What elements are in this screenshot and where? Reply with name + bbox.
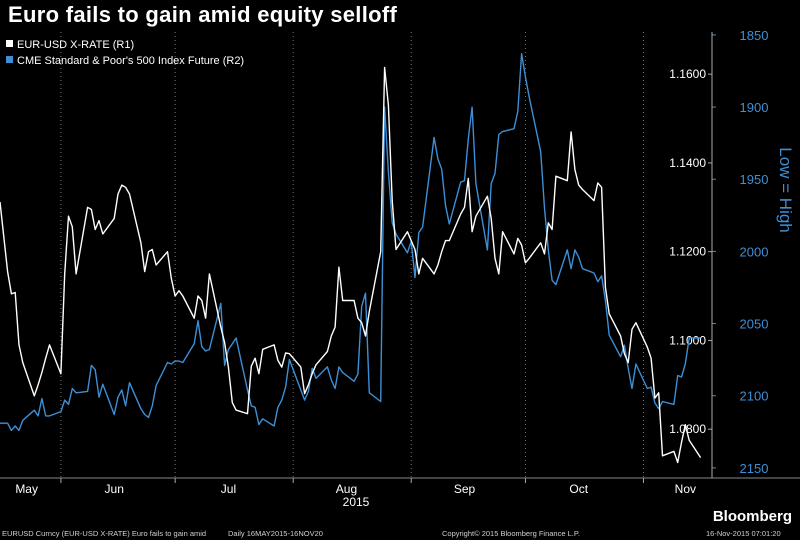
x-axis: May Jun Jul Aug Sep Oct Nov bbox=[15, 478, 696, 496]
legend-label-spx: CME Standard & Poor's 500 Index Future (… bbox=[17, 55, 244, 67]
legend-swatch-eurusd bbox=[6, 40, 13, 47]
footer-ticker: EURUSD Curncy (EUR-USD X-RATE) Euro fail… bbox=[2, 529, 207, 538]
bloomberg-logo: Bloomberg bbox=[712, 508, 792, 525]
x-tick-label: Aug bbox=[336, 482, 357, 496]
x-tick-label: Jul bbox=[221, 482, 236, 496]
left-tick-label: 1.1400 bbox=[669, 156, 706, 170]
x-year-label: 2015 bbox=[343, 495, 370, 509]
right-tick-label: 2050 bbox=[740, 317, 769, 332]
x-tick-label: May bbox=[15, 482, 38, 496]
left-tick-label: 1.1200 bbox=[669, 245, 706, 259]
series-line-eurusd bbox=[0, 66, 702, 464]
footer-range: Daily 16MAY2015-16NOV20 bbox=[228, 529, 323, 538]
left-tick-label: 1.0800 bbox=[669, 422, 706, 436]
x-tick-label: Sep bbox=[454, 482, 476, 496]
right-tick-label: 1950 bbox=[740, 172, 769, 187]
series-group bbox=[0, 53, 702, 464]
plot-background bbox=[0, 32, 712, 478]
legend-label-eurusd: EUR-USD X-RATE (R1) bbox=[17, 39, 134, 51]
footer-copyright: Copyright© 2015 Bloomberg Finance L.P. bbox=[442, 529, 580, 538]
right-axis: 1850 1900 1950 2000 2050 2100 2150 bbox=[712, 28, 768, 476]
legend: EUR-USD X-RATE (R1) CME Standard & Poor'… bbox=[6, 39, 244, 67]
legend-swatch-spx bbox=[6, 56, 13, 63]
right-tick-label: 2000 bbox=[740, 244, 769, 259]
footer-bar: EURUSD Curncy (EUR-USD X-RATE) Euro fail… bbox=[0, 528, 800, 540]
right-tick-label: 1850 bbox=[740, 28, 769, 43]
x-tick-label: Nov bbox=[675, 482, 696, 496]
x-tick-label: Jun bbox=[105, 482, 124, 496]
right-tick-label: 2150 bbox=[740, 461, 769, 476]
right-tick-label: 2100 bbox=[740, 389, 769, 404]
right-tick-label: 1900 bbox=[740, 100, 769, 115]
x-tick-label: Oct bbox=[569, 482, 588, 496]
left-tick-label: 1.1600 bbox=[669, 67, 706, 81]
left-tick-label: 1.1000 bbox=[669, 333, 706, 347]
footer-timestamp: 16-Nov-2015 07:01:20 bbox=[706, 529, 781, 538]
right-axis-label: Low = High bbox=[776, 147, 795, 233]
chart-title: Euro fails to gain amid equity selloff bbox=[8, 2, 398, 27]
series-line-spx bbox=[0, 53, 701, 432]
left-axis: 1.0800 1.1000 1.1200 1.1400 1.1600 bbox=[669, 67, 712, 436]
